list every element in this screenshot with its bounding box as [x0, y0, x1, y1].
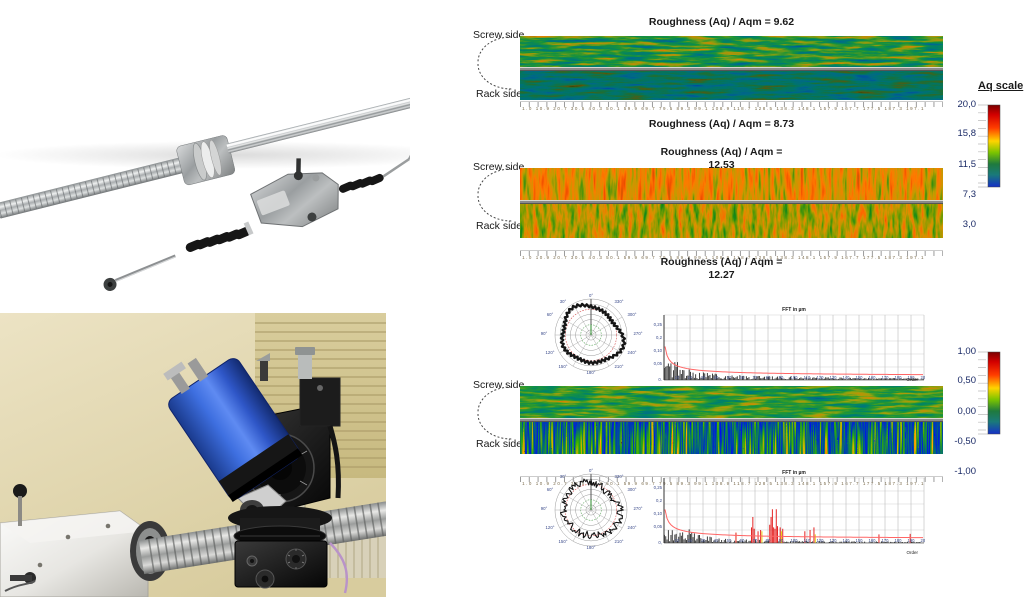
svg-text:150°: 150° — [559, 539, 568, 544]
svg-text:300°: 300° — [628, 312, 637, 317]
svg-text:20: 20 — [688, 538, 693, 543]
svg-text:90: 90 — [779, 375, 784, 380]
svg-text:0,25: 0,25 — [654, 322, 663, 327]
svg-text:190: 190 — [908, 538, 916, 543]
svg-text:0,25: 0,25 — [654, 485, 663, 490]
svg-text:120: 120 — [817, 375, 825, 380]
svg-text:30: 30 — [701, 538, 706, 543]
svg-text:60: 60 — [740, 538, 745, 543]
svg-text:130: 130 — [830, 538, 838, 543]
svg-text:30°: 30° — [560, 474, 567, 479]
svg-text:30: 30 — [701, 375, 706, 380]
svg-text:140: 140 — [843, 375, 851, 380]
svg-text:20: 20 — [688, 375, 693, 380]
svg-text:170: 170 — [882, 538, 890, 543]
svg-text:80: 80 — [766, 538, 771, 543]
svg-text:180: 180 — [895, 375, 903, 380]
svg-text:70: 70 — [753, 538, 758, 543]
svg-text:50: 50 — [727, 538, 732, 543]
svg-text:130: 130 — [830, 375, 838, 380]
svg-text:0,: 0, — [658, 540, 662, 545]
svg-text:0,05: 0,05 — [654, 361, 663, 366]
svg-text:180: 180 — [895, 538, 903, 543]
svg-text:110: 110 — [804, 538, 811, 543]
svg-text:180°: 180° — [587, 370, 596, 375]
svg-text:60°: 60° — [547, 312, 554, 317]
svg-text:0,2: 0,2 — [656, 498, 663, 503]
svg-text:150: 150 — [856, 375, 864, 380]
svg-text:120°: 120° — [546, 350, 555, 355]
svg-text:330°: 330° — [615, 299, 624, 304]
svg-text:0°: 0° — [589, 468, 593, 473]
svg-text:210°: 210° — [615, 364, 624, 369]
svg-text:50: 50 — [727, 375, 732, 380]
svg-text:0°: 0° — [589, 293, 593, 298]
svg-text:160: 160 — [869, 375, 877, 380]
svg-text:0,05: 0,05 — [654, 524, 663, 529]
svg-text:120°: 120° — [546, 525, 555, 530]
svg-text:200: 200 — [921, 538, 926, 543]
svg-text:0,10: 0,10 — [654, 348, 663, 353]
svg-text:0,10: 0,10 — [654, 511, 663, 516]
svg-text:210°: 210° — [615, 539, 624, 544]
svg-text:270°: 270° — [634, 506, 643, 511]
svg-text:270°: 270° — [634, 331, 643, 336]
svg-text:160: 160 — [869, 538, 877, 543]
svg-text:240°: 240° — [628, 525, 637, 530]
svg-text:150°: 150° — [559, 364, 568, 369]
svg-text:90°: 90° — [541, 506, 548, 511]
svg-text:0,2: 0,2 — [656, 335, 663, 340]
svg-text:110: 110 — [804, 375, 811, 380]
svg-text:330°: 330° — [615, 474, 624, 479]
svg-text:120: 120 — [817, 538, 825, 543]
svg-text:100: 100 — [791, 538, 799, 543]
svg-text:90: 90 — [779, 538, 784, 543]
svg-text:80: 80 — [766, 375, 771, 380]
svg-text:Order: Order — [906, 377, 918, 381]
svg-text:40: 40 — [714, 538, 719, 543]
svg-text:40: 40 — [714, 375, 719, 380]
svg-text:100: 100 — [791, 375, 799, 380]
svg-text:60: 60 — [740, 375, 745, 380]
svg-text:240°: 240° — [628, 350, 637, 355]
svg-text:170: 170 — [882, 375, 890, 380]
svg-text:300°: 300° — [628, 487, 637, 492]
svg-text:FFT in µm: FFT in µm — [782, 307, 806, 313]
svg-text:140: 140 — [843, 538, 851, 543]
svg-text:180°: 180° — [587, 545, 596, 550]
svg-text:70: 70 — [753, 375, 758, 380]
svg-text:90°: 90° — [541, 331, 548, 336]
svg-text:60°: 60° — [547, 487, 554, 492]
svg-text:Order: Order — [906, 550, 918, 555]
svg-text:200: 200 — [921, 375, 926, 380]
svg-text:0,: 0, — [658, 377, 662, 381]
svg-text:30°: 30° — [560, 299, 567, 304]
svg-text:10: 10 — [675, 375, 680, 380]
svg-text:FFT in µm: FFT in µm — [782, 470, 806, 476]
svg-text:10: 10 — [675, 538, 680, 543]
svg-text:150: 150 — [856, 538, 864, 543]
